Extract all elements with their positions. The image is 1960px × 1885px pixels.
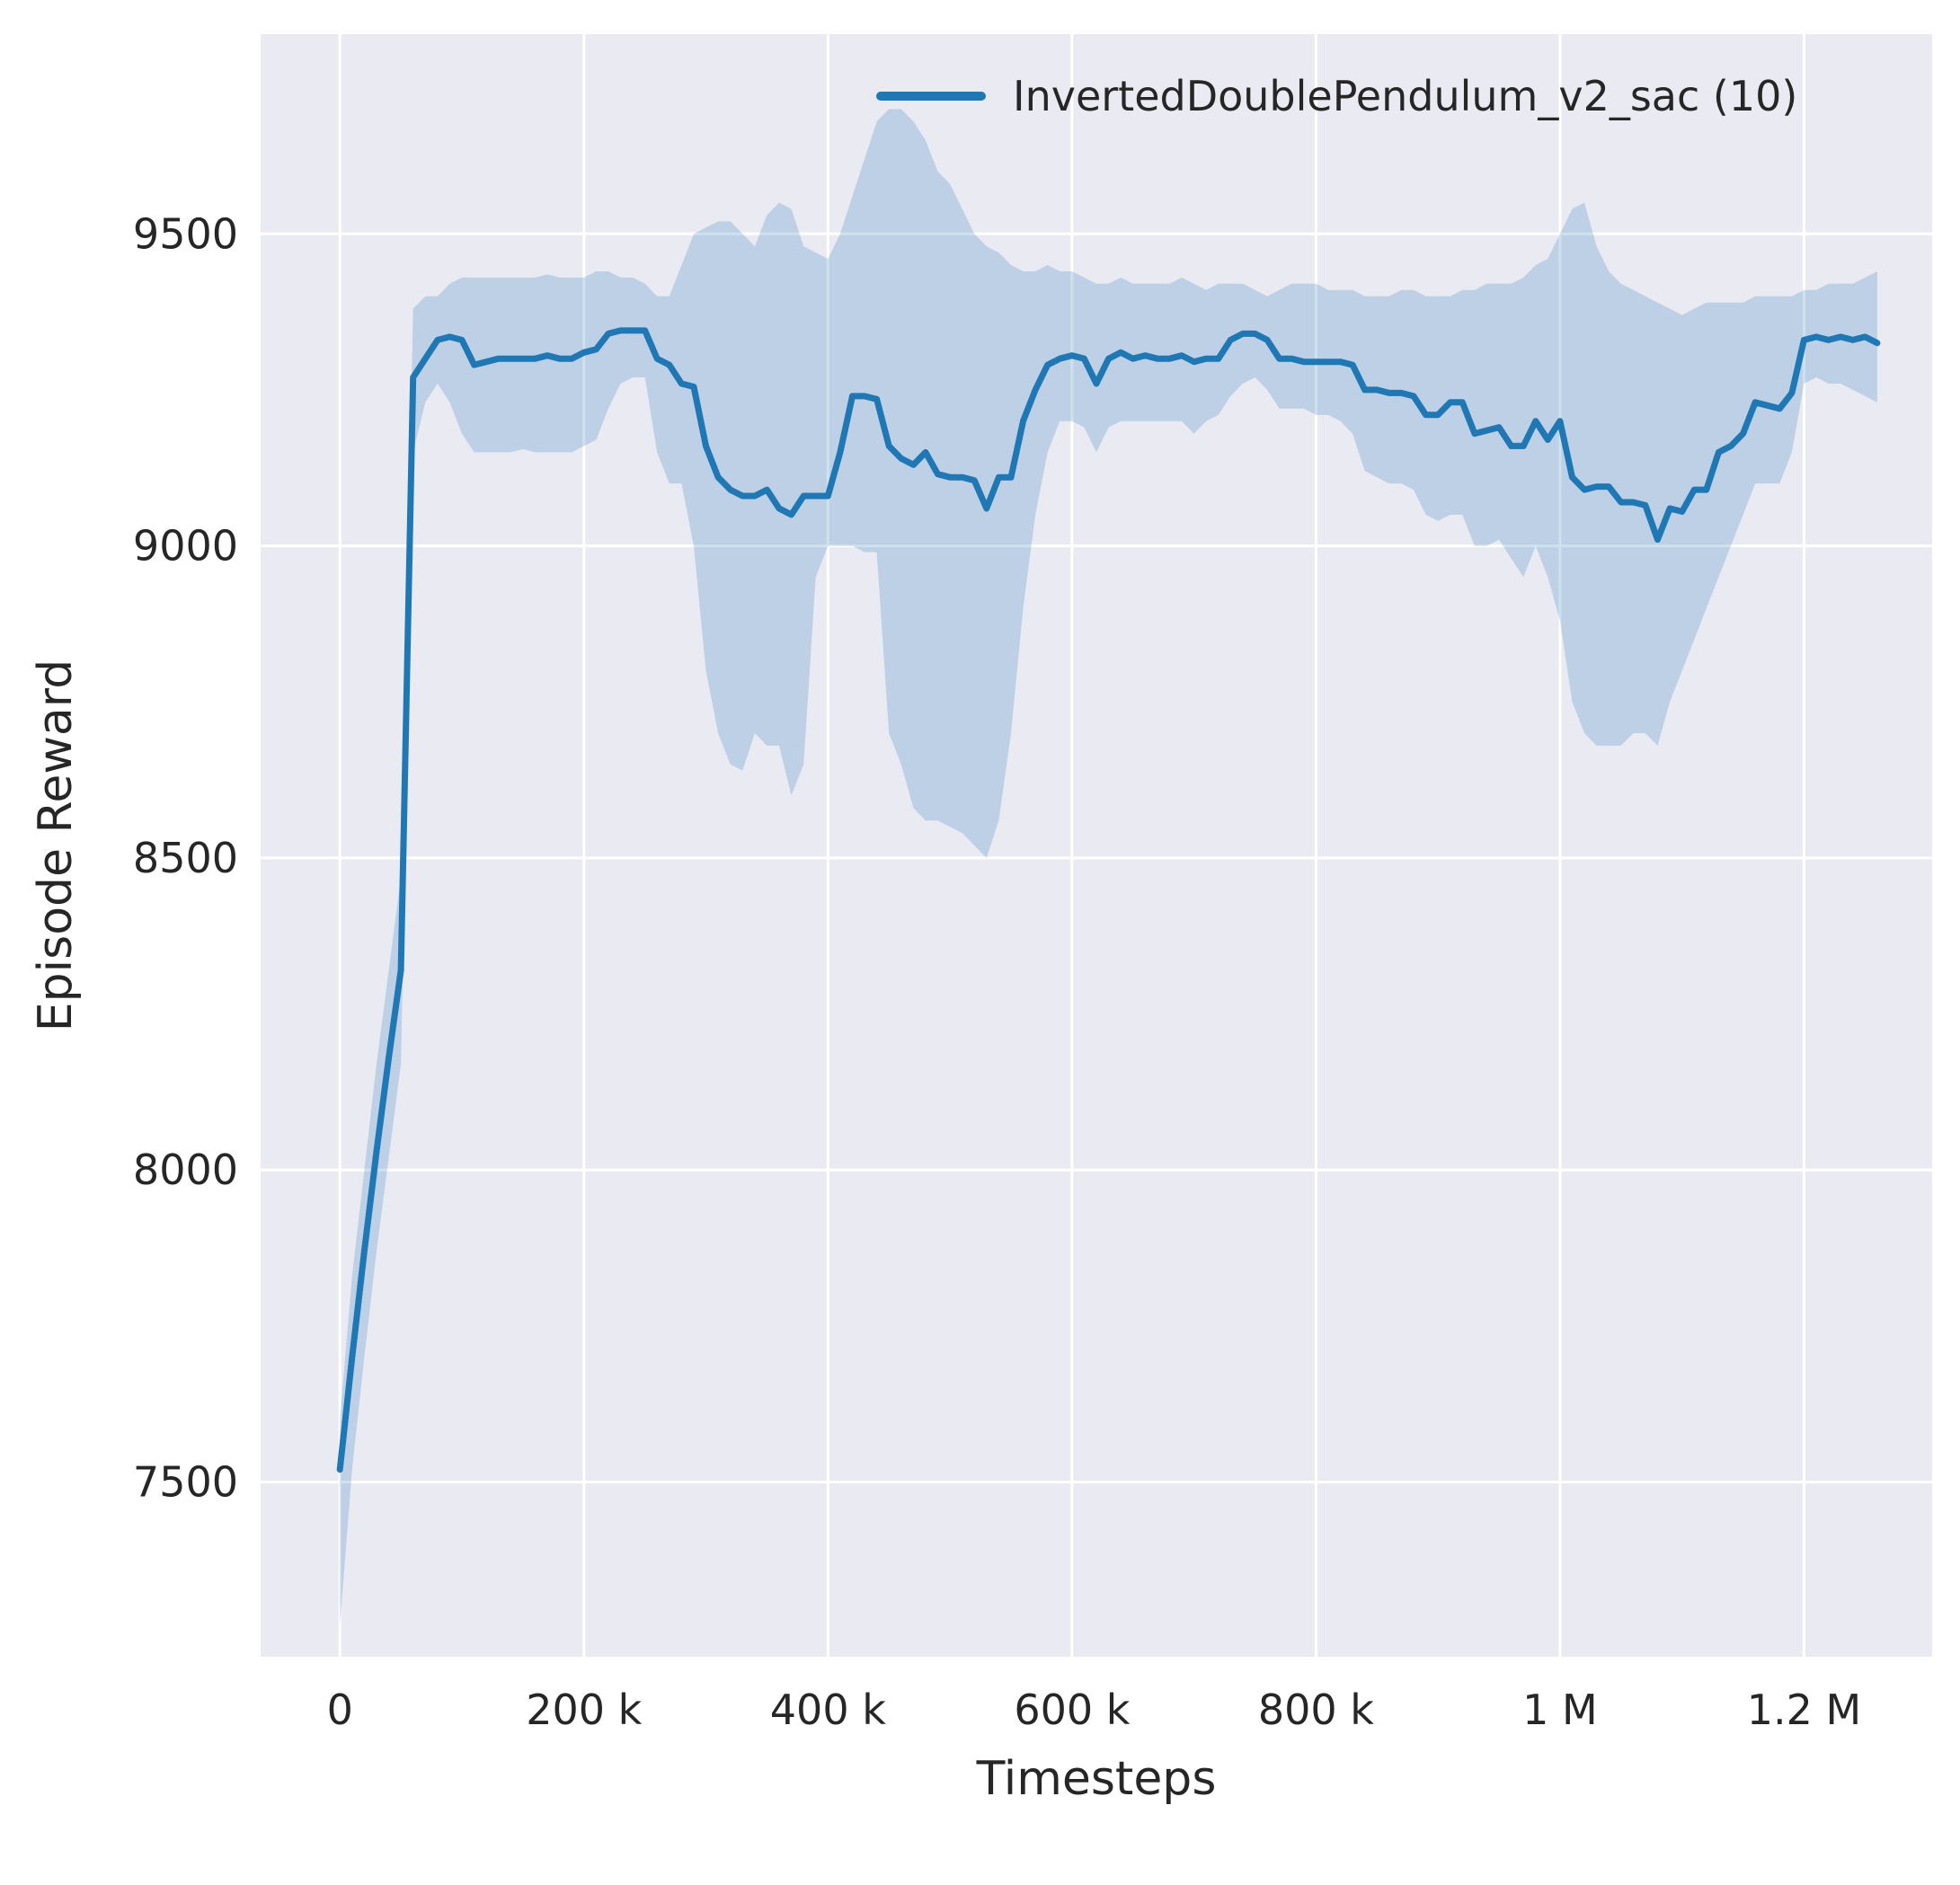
- legend: InvertedDoublePendulum_v2_sac (10): [876, 72, 1797, 120]
- legend-line-swatch: [876, 92, 986, 101]
- y-tick-label: 9500: [133, 209, 238, 258]
- y-tick-label: 7500: [133, 1458, 238, 1507]
- legend-label: InvertedDoublePendulum_v2_sac (10): [1013, 72, 1798, 120]
- y-axis-label: Episode Reward: [29, 659, 83, 1032]
- x-tick-label: 600 k: [1014, 1686, 1130, 1734]
- x-tick-label: 200 k: [526, 1686, 642, 1734]
- y-tick-label: 8500: [133, 834, 238, 882]
- confidence-band: [340, 109, 1877, 1626]
- y-tick-label: 8000: [133, 1146, 238, 1194]
- x-axis-label: Timesteps: [976, 1752, 1217, 1806]
- x-tick-label: 0: [327, 1686, 353, 1734]
- y-tick-label: 9000: [133, 522, 238, 571]
- x-tick-label: 400 k: [770, 1686, 886, 1734]
- x-tick-label: 800 k: [1258, 1686, 1374, 1734]
- plot-background: [261, 34, 1932, 1657]
- reward-line: [336, 327, 1881, 1473]
- x-tick-label: 1.2 M: [1747, 1686, 1861, 1734]
- gridlines: [261, 34, 1932, 1657]
- x-tick-label: 1 M: [1522, 1686, 1598, 1734]
